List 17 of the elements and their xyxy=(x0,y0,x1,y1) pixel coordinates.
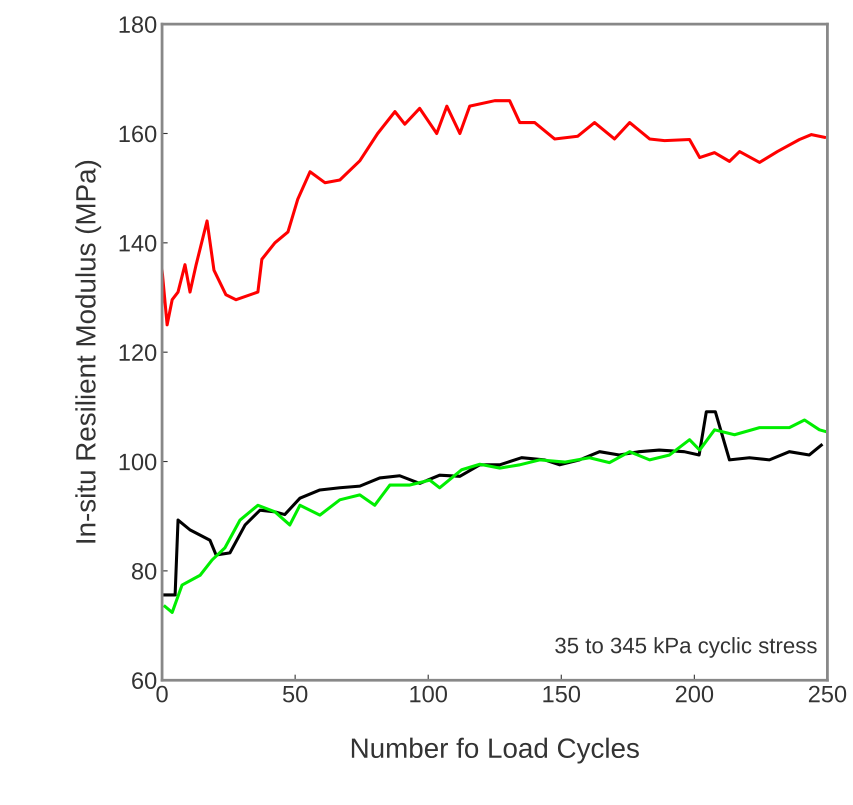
x-tick-label: 50 xyxy=(282,686,308,702)
annotation: 35 to 345 kPa cyclic stress xyxy=(555,637,817,658)
y-tick-label: 180 xyxy=(120,16,156,33)
x-tick-label: 0 xyxy=(156,686,168,702)
y-tick-label: 140 xyxy=(120,234,156,252)
line-series xyxy=(162,99,826,326)
x-tick-label: 150 xyxy=(543,686,580,702)
x-tick-label: 200 xyxy=(676,686,714,702)
y-tick-label: 60 xyxy=(132,672,156,690)
x-tick-label: 100 xyxy=(410,686,447,702)
y-axis-title: In-situ Resilient Modulus (MPa) xyxy=(75,160,102,543)
x-tick-label: 250 xyxy=(808,686,846,702)
y-tick-label: 160 xyxy=(120,126,156,142)
y-tick-label: 120 xyxy=(120,344,156,361)
x-axis-title: Number fo Load Cycles xyxy=(352,738,639,764)
y-tick-label: 100 xyxy=(120,454,156,470)
y-tick-label: 80 xyxy=(132,562,156,580)
